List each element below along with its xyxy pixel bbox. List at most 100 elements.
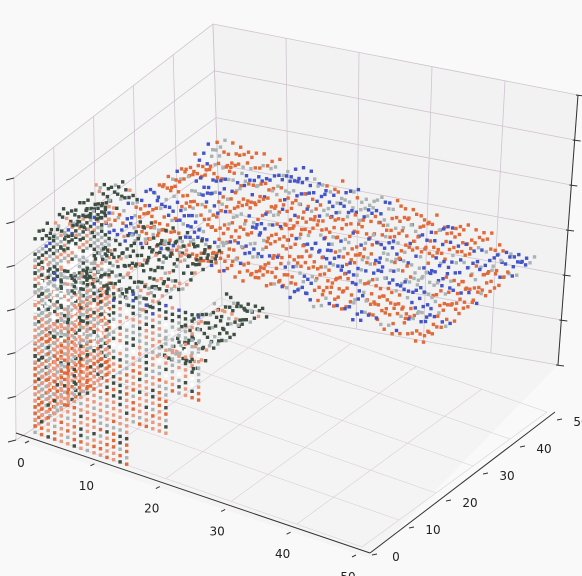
voxel-point	[138, 416, 142, 420]
voxel-point	[44, 270, 48, 274]
voxel-point	[92, 406, 96, 410]
voxel-point	[39, 394, 44, 398]
voxel-point	[390, 246, 395, 250]
voxel-point	[70, 263, 74, 268]
voxel-point	[33, 405, 37, 409]
voxel-point	[442, 301, 446, 306]
voxel-point	[388, 235, 392, 239]
voxel-point	[338, 201, 343, 206]
voxel-point	[484, 250, 488, 254]
voxel-point	[144, 392, 148, 397]
voxel-point	[462, 300, 467, 304]
voxel-point	[157, 287, 161, 291]
voxel-point	[107, 204, 111, 209]
voxel-point	[361, 294, 365, 298]
voxel-point	[112, 190, 117, 194]
voxel-point	[350, 247, 354, 251]
voxel-point	[79, 376, 83, 380]
voxel-point	[183, 361, 188, 366]
voxel-point	[162, 254, 166, 258]
voxel-point	[455, 250, 459, 254]
voxel-point	[319, 233, 323, 237]
voxel-point	[196, 315, 201, 319]
voxel-point	[334, 211, 338, 215]
voxel-point	[205, 238, 209, 242]
voxel-point	[403, 207, 408, 211]
voxel-point	[136, 285, 140, 289]
voxel-point	[107, 319, 111, 324]
voxel-point	[81, 217, 85, 221]
voxel-point	[471, 261, 475, 265]
voxel-point	[72, 278, 76, 282]
voxel-point	[280, 255, 284, 260]
voxel-point	[236, 323, 240, 327]
voxel-point	[314, 278, 318, 283]
voxel-point	[217, 200, 221, 204]
voxel-point	[51, 245, 56, 249]
voxel-point	[439, 325, 443, 329]
voxel-point	[187, 338, 191, 342]
voxel-point	[111, 343, 116, 347]
voxel-point	[116, 288, 120, 292]
voxel-point	[70, 391, 74, 395]
voxel-point	[170, 218, 174, 223]
voxel-point	[229, 295, 233, 300]
voxel-point	[59, 407, 63, 412]
voxel-point	[433, 239, 437, 243]
voxel-point	[118, 294, 122, 298]
voxel-point	[164, 425, 168, 429]
voxel-point	[375, 240, 379, 245]
voxel-point	[335, 201, 339, 205]
voxel-point	[77, 392, 82, 396]
voxel-point	[185, 231, 190, 235]
voxel-point	[134, 296, 138, 300]
voxel-point	[33, 366, 37, 371]
voxel-point	[157, 320, 162, 325]
voxel-point	[495, 253, 500, 257]
voxel-point	[322, 208, 326, 213]
voxel-point	[337, 254, 341, 259]
voxel-point	[515, 273, 519, 277]
voxel-point	[48, 382, 52, 386]
voxel-point	[66, 292, 71, 296]
voxel-point	[228, 335, 232, 340]
voxel-point	[103, 214, 108, 218]
voxel-point	[144, 316, 148, 320]
voxel-point	[39, 388, 44, 392]
voxel-point	[89, 206, 93, 211]
voxel-point	[105, 194, 110, 199]
voxel-point	[204, 348, 209, 352]
voxel-point	[145, 211, 150, 216]
voxel-point	[88, 243, 93, 248]
voxel-point	[55, 293, 59, 298]
voxel-point	[218, 226, 222, 230]
voxel-point	[88, 218, 93, 222]
voxel-point	[360, 200, 364, 204]
voxel-point	[333, 187, 337, 192]
voxel-point	[295, 220, 299, 225]
voxel-point	[107, 307, 111, 311]
voxel-point	[318, 273, 322, 277]
voxel-point	[106, 217, 111, 222]
voxel-point	[366, 256, 370, 260]
voxel-point	[74, 363, 78, 367]
voxel-point	[138, 365, 142, 369]
voxel-point	[506, 270, 510, 274]
voxel-point	[188, 328, 192, 333]
voxel-point	[81, 236, 85, 240]
voxel-point	[157, 308, 162, 312]
voxel-point	[242, 227, 246, 231]
voxel-point	[324, 257, 329, 261]
voxel-point	[70, 365, 74, 370]
voxel-point	[220, 240, 225, 245]
voxel-point	[222, 269, 226, 273]
voxel-point	[164, 361, 168, 365]
voxel-point	[245, 232, 249, 236]
x-tick-label: 10	[79, 479, 94, 493]
voxel-point	[92, 387, 96, 391]
voxel-point	[229, 197, 233, 201]
voxel-point	[146, 258, 150, 263]
voxel-point	[133, 214, 137, 218]
voxel-point	[280, 178, 284, 182]
